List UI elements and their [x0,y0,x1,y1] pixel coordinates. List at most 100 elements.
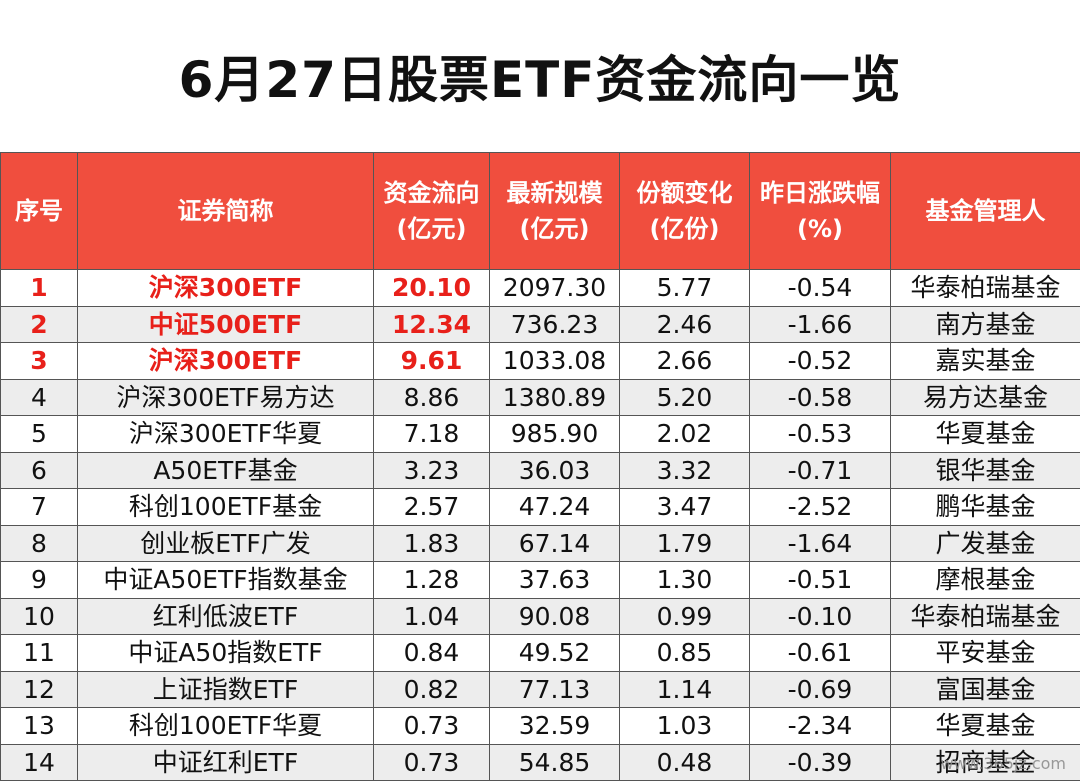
cell-share: 3.32 [619,451,750,489]
header-size-line2: (亿元) [519,215,590,243]
table-row: 5 沪深300ETF华夏 7.18 985.90 2.02 -0.53 华夏基金 [0,415,1080,453]
cell-share: 2.46 [619,305,750,343]
cell-flow: 1.28 [373,561,490,599]
cell-manager: 招商基金 [890,743,1080,781]
cell-name: 科创100ETF基金 [77,488,374,526]
cell-size: 2097.30 [489,269,620,307]
cell-flow: 1.04 [373,597,490,635]
cell-flow: 0.84 [373,634,490,672]
cell-change: -0.53 [749,415,891,453]
header-flow: 资金流向 (亿元) [373,152,490,270]
cell-change: -0.69 [749,670,891,708]
header-size: 最新规模 (亿元) [489,152,620,270]
header-change: 昨日涨跌幅 (%) [749,152,891,270]
cell-share: 2.66 [619,342,750,380]
cell-flow: 20.10 [373,269,490,307]
cell-change: -2.34 [749,707,891,745]
table-row: 9 中证A50ETF指数基金 1.28 37.63 1.30 -0.51 摩根基金 [0,561,1080,599]
cell-flow: 0.82 [373,670,490,708]
cell-manager: 华夏基金 [890,415,1080,453]
cell-share: 0.99 [619,597,750,635]
cell-change: -0.10 [749,597,891,635]
cell-name: 科创100ETF华夏 [77,707,374,745]
cell-manager: 华泰柏瑞基金 [890,269,1080,307]
table-row: 12 上证指数ETF 0.82 77.13 1.14 -0.69 富国基金 [0,670,1080,708]
table-header-row: 序号 证券简称 资金流向 (亿元) 最新规模 (亿元) 份额变化 (亿份) 昨日… [0,152,1080,270]
cell-flow: 7.18 [373,415,490,453]
watermark: www.365jz.com [940,754,1066,773]
header-share: 份额变化 (亿份) [619,152,750,270]
cell-share: 1.14 [619,670,750,708]
cell-rank: 2 [0,305,78,343]
cell-flow: 9.61 [373,342,490,380]
cell-size: 1380.89 [489,378,620,416]
table-row: 7 科创100ETF基金 2.57 47.24 3.47 -2.52 鹏华基金 [0,488,1080,526]
header-name: 证券简称 [77,152,374,270]
cell-size: 985.90 [489,415,620,453]
cell-share: 5.77 [619,269,750,307]
cell-flow: 3.23 [373,451,490,489]
cell-size: 47.24 [489,488,620,526]
cell-manager: 鹏华基金 [890,488,1080,526]
cell-flow: 8.86 [373,378,490,416]
header-size-line1: 最新规模 [506,179,603,207]
cell-change: -0.51 [749,561,891,599]
cell-share: 3.47 [619,488,750,526]
cell-change: -1.66 [749,305,891,343]
table-row: 4 沪深300ETF易方达 8.86 1380.89 5.20 -0.58 易方达基金 [0,378,1080,416]
cell-change: -2.52 [749,488,891,526]
cell-name: 沪深300ETF [77,342,374,380]
cell-manager: 富国基金 [890,670,1080,708]
cell-manager: 南方基金 [890,305,1080,343]
cell-share: 2.02 [619,415,750,453]
cell-share: 1.03 [619,707,750,745]
cell-share: 1.30 [619,561,750,599]
cell-manager: 平安基金 [890,634,1080,672]
cell-rank: 12 [0,670,78,708]
header-change-line1: 昨日涨跌幅 [760,179,880,207]
table-row: 8 创业板ETF广发 1.83 67.14 1.79 -1.64 广发基金 [0,524,1080,562]
cell-size: 49.52 [489,634,620,672]
cell-rank: 9 [0,561,78,599]
header-flow-line1: 资金流向 [383,179,480,207]
cell-manager: 易方达基金 [890,378,1080,416]
cell-change: -0.58 [749,378,891,416]
cell-rank: 5 [0,415,78,453]
cell-name: 中证红利ETF [77,743,374,781]
table-row: 2 中证500ETF 12.34 736.23 2.46 -1.66 南方基金 [0,305,1080,343]
cell-name: 创业板ETF广发 [77,524,374,562]
cell-rank: 3 [0,342,78,380]
cell-flow: 0.73 [373,707,490,745]
header-share-line2: (亿份) [649,215,720,243]
cell-name: 上证指数ETF [77,670,374,708]
cell-name: A50ETF基金 [77,451,374,489]
cell-rank: 6 [0,451,78,489]
header-flow-line2: (亿元) [396,215,467,243]
header-rank: 序号 [0,152,78,270]
page-title: 6月27日股票ETF资金流向一览 [178,51,902,109]
table-row: 6 A50ETF基金 3.23 36.03 3.32 -0.71 银华基金 [0,451,1080,489]
cell-name: 中证500ETF [77,305,374,343]
table-row: 13 科创100ETF华夏 0.73 32.59 1.03 -2.34 华夏基金 [0,707,1080,745]
cell-share: 0.48 [619,743,750,781]
cell-change: -0.71 [749,451,891,489]
cell-rank: 11 [0,634,78,672]
cell-manager: 嘉实基金 [890,342,1080,380]
table-body: 1 沪深300ETF 20.10 2097.30 5.77 -0.54 华泰柏瑞基金 2 中证5… [0,269,1080,781]
cell-rank: 14 [0,743,78,781]
cell-manager: 摩根基金 [890,561,1080,599]
cell-rank: 10 [0,597,78,635]
table-row: 10 红利低波ETF 1.04 90.08 0.99 -0.10 华泰柏瑞基金 [0,597,1080,635]
cell-flow: 12.34 [373,305,490,343]
table-row: 3 沪深300ETF 9.61 1033.08 2.66 -0.52 嘉实基金 [0,342,1080,380]
cell-change: -1.64 [749,524,891,562]
header-manager: 基金管理人 [890,152,1080,270]
cell-rank: 7 [0,488,78,526]
cell-size: 67.14 [489,524,620,562]
cell-size: 32.59 [489,707,620,745]
cell-rank: 4 [0,378,78,416]
cell-manager: 广发基金 [890,524,1080,562]
cell-flow: 0.73 [373,743,490,781]
cell-flow: 2.57 [373,488,490,526]
cell-name: 中证A50ETF指数基金 [77,561,374,599]
